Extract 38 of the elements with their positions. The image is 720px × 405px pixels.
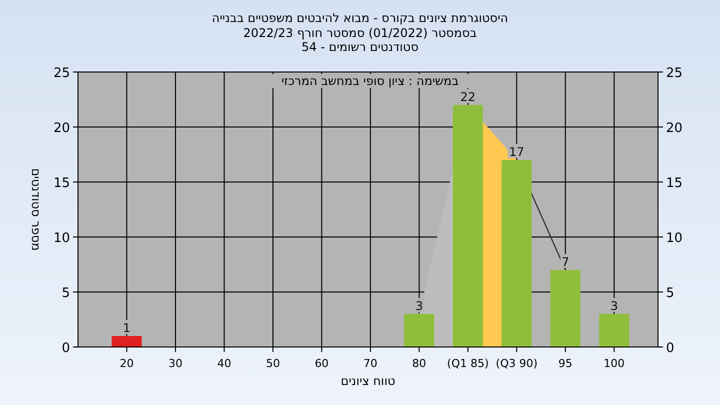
x-tick-label: (Q3 90) <box>496 357 538 370</box>
y-tick-label: 20 <box>53 121 70 136</box>
y2-tick-label: 15 <box>666 176 683 191</box>
x-tick-label: 40 <box>217 357 232 370</box>
annotation: במשימה : ציון סופי במחשב המרכזי <box>281 74 459 88</box>
x-tick-label: 20 <box>120 357 134 370</box>
y-tick-label: 0 <box>62 341 70 356</box>
x-tick-label: (Q1 85) <box>447 357 489 370</box>
bar <box>112 336 142 347</box>
y-tick-label: 25 <box>53 66 70 81</box>
x-tick-label: 50 <box>266 357 280 370</box>
y-tick-label: 5 <box>62 286 70 301</box>
chart-title: היסטוגרמת ציונים בקורס - מבוא להיבטים משפטיים בבנייה <box>212 11 508 25</box>
x-tick-label: 95 <box>558 357 572 370</box>
bar <box>599 314 630 347</box>
bar <box>404 314 434 347</box>
data-label: 22 <box>460 90 476 104</box>
y2-tick-label: 25 <box>666 66 683 81</box>
x-tick-label: 80 <box>412 357 426 370</box>
data-label: 7 <box>562 255 570 269</box>
y-tick-label: 10 <box>53 231 70 246</box>
bar <box>550 270 580 347</box>
y-axis-title: מספר סטודנטים <box>29 168 43 251</box>
y2-tick-label: 0 <box>666 341 674 356</box>
data-label: 1 <box>122 321 131 335</box>
y2-tick-label: 20 <box>666 121 683 136</box>
x-axis-title: טווח ציונים <box>340 374 396 388</box>
data-label: 17 <box>509 145 524 159</box>
x-tick-label: 100 <box>604 357 625 370</box>
x-tick-label: 60 <box>314 357 329 370</box>
y-tick-label: 15 <box>53 176 70 191</box>
x-tick-label: 30 <box>168 357 182 370</box>
y2-tick-label: 10 <box>666 231 683 246</box>
x-tick-label: 70 <box>363 357 378 370</box>
data-label: 3 <box>610 299 618 313</box>
chart-subtitle: בסמסטר (01/2022) סמסטר חורף 2022/23 סטודנטים רשומים - 54 <box>243 26 477 54</box>
data-label: 3 <box>415 299 423 313</box>
y2-tick-label: 5 <box>666 286 674 301</box>
